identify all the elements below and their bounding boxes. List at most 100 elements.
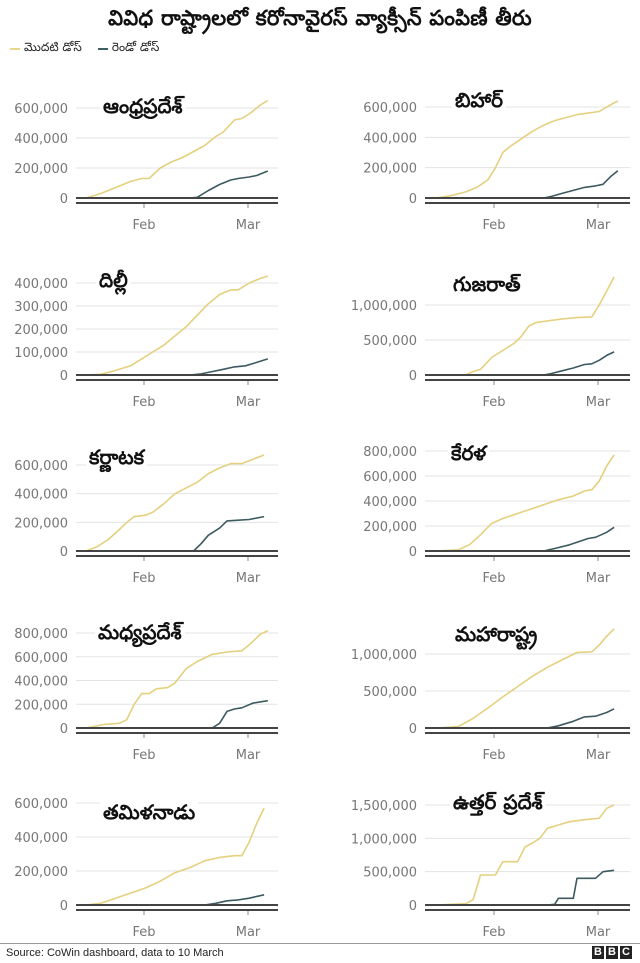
state-name-label: మధ్యప్రదేశ్ <box>95 620 185 649</box>
y-tick-label: 200,000 <box>363 162 417 177</box>
first-dose-line <box>435 100 619 199</box>
x-tick-label: Feb <box>482 571 505 586</box>
state-name-label: కేరళ <box>448 441 490 470</box>
y-tick-label: 0 <box>60 369 68 384</box>
x-tick-label: Feb <box>132 218 155 233</box>
first-dose-line <box>435 454 615 552</box>
y-tick-label: 400,000 <box>14 277 68 292</box>
first-dose-line <box>85 807 265 906</box>
legend-item-first-dose: మొదటి డోస్ <box>10 40 82 57</box>
y-tick-label: 800,000 <box>14 627 68 642</box>
y-tick-label: 600,000 <box>363 470 417 485</box>
y-tick-label: 400,000 <box>363 495 417 510</box>
y-tick-label: 0 <box>60 899 68 914</box>
y-tick-label: 500,000 <box>363 866 417 881</box>
y-tick-label: 800,000 <box>363 445 417 460</box>
x-tick-label: Mar <box>236 748 261 763</box>
logo-letter: B <box>592 946 604 959</box>
legend-swatch-first-dose <box>10 47 20 50</box>
footer-divider <box>0 943 640 944</box>
x-tick-label: Feb <box>132 748 155 763</box>
legend: మొదటి డోస్ రెండో డోస్ <box>10 40 169 57</box>
first-dose-line <box>85 454 265 552</box>
y-tick-label: 400,000 <box>14 675 68 690</box>
y-tick-label: 400,000 <box>14 831 68 846</box>
state-name-label: గుజరాత్ <box>450 272 524 301</box>
x-tick-label: Mar <box>586 218 611 233</box>
logo-letter: C <box>620 946 632 959</box>
y-tick-label: 400,000 <box>363 131 417 146</box>
first-dose-line <box>435 804 615 906</box>
y-tick-label: 500,000 <box>363 685 417 700</box>
y-tick-label: 600,000 <box>14 459 68 474</box>
y-tick-label: 1,000,000 <box>351 832 417 847</box>
y-tick-label: 200,000 <box>14 865 68 880</box>
first-dose-line <box>85 629 269 729</box>
y-tick-label: 100,000 <box>14 346 68 361</box>
y-tick-label: 0 <box>409 192 417 207</box>
y-tick-label: 600,000 <box>14 651 68 666</box>
chart-title: వివిధ రాష్ట్రాలలో కరోనావైరస్ వ్యాక్సీన్ … <box>108 6 532 30</box>
y-tick-label: 1,500,000 <box>351 799 417 814</box>
second-dose-line <box>436 869 615 906</box>
x-tick-label: Mar <box>236 218 261 233</box>
y-tick-label: 0 <box>60 545 68 560</box>
legend-item-second-dose: రెండో డోస్ <box>97 40 159 57</box>
source-note: Source: CoWin dashboard, data to 10 Marc… <box>6 947 224 959</box>
x-tick-label: Feb <box>132 395 155 410</box>
x-tick-label: Mar <box>236 395 261 410</box>
x-tick-label: Mar <box>586 748 611 763</box>
y-tick-label: 200,000 <box>14 162 68 177</box>
y-tick-label: 300,000 <box>14 300 68 315</box>
y-tick-label: 0 <box>60 192 68 207</box>
y-tick-label: 0 <box>409 545 417 560</box>
x-tick-label: Feb <box>482 218 505 233</box>
state-name-label: ఆంధ్రప్రదేశ్ <box>100 94 186 123</box>
x-tick-label: Feb <box>132 571 155 586</box>
x-tick-label: Mar <box>236 925 261 940</box>
second-dose-line <box>86 515 265 552</box>
x-tick-label: Feb <box>132 925 155 940</box>
y-tick-label: 1,000,000 <box>351 648 417 663</box>
y-tick-label: 500,000 <box>363 334 417 349</box>
state-name-label: బిహార్ <box>452 88 506 117</box>
state-name-label: దిల్లీ <box>96 268 131 297</box>
y-tick-label: 600,000 <box>363 101 417 116</box>
y-tick-label: 200,000 <box>14 323 68 338</box>
y-tick-label: 1,000,000 <box>351 299 417 314</box>
x-tick-label: Mar <box>586 925 611 940</box>
bbc-logo: B B C <box>592 946 632 959</box>
y-tick-label: 200,000 <box>363 520 417 535</box>
x-tick-label: Feb <box>482 748 505 763</box>
x-tick-label: Mar <box>586 395 611 410</box>
y-tick-label: 0 <box>409 722 417 737</box>
x-tick-label: Feb <box>482 395 505 410</box>
legend-swatch-second-dose <box>97 47 108 50</box>
y-tick-label: 0 <box>60 722 68 737</box>
logo-letter: B <box>606 946 618 959</box>
y-tick-label: 0 <box>409 369 417 384</box>
y-tick-label: 200,000 <box>14 516 68 531</box>
state-name-label: ఉత్తర్ ప్రదేశ్ <box>450 790 546 819</box>
y-tick-label: 0 <box>409 899 417 914</box>
y-tick-label: 400,000 <box>14 132 68 147</box>
first-dose-line <box>85 99 269 199</box>
first-dose-line <box>85 275 269 376</box>
y-tick-label: 200,000 <box>14 698 68 713</box>
y-tick-label: 600,000 <box>14 102 68 117</box>
x-tick-label: Feb <box>482 925 505 940</box>
x-tick-label: Mar <box>586 571 611 586</box>
x-tick-label: Mar <box>236 571 261 586</box>
first-dose-line <box>436 276 615 376</box>
legend-label-first-dose: మొదటి డోస్ <box>24 40 82 54</box>
y-tick-label: 400,000 <box>14 488 68 503</box>
state-name-label: మహారాష్ట్ర <box>452 622 541 651</box>
